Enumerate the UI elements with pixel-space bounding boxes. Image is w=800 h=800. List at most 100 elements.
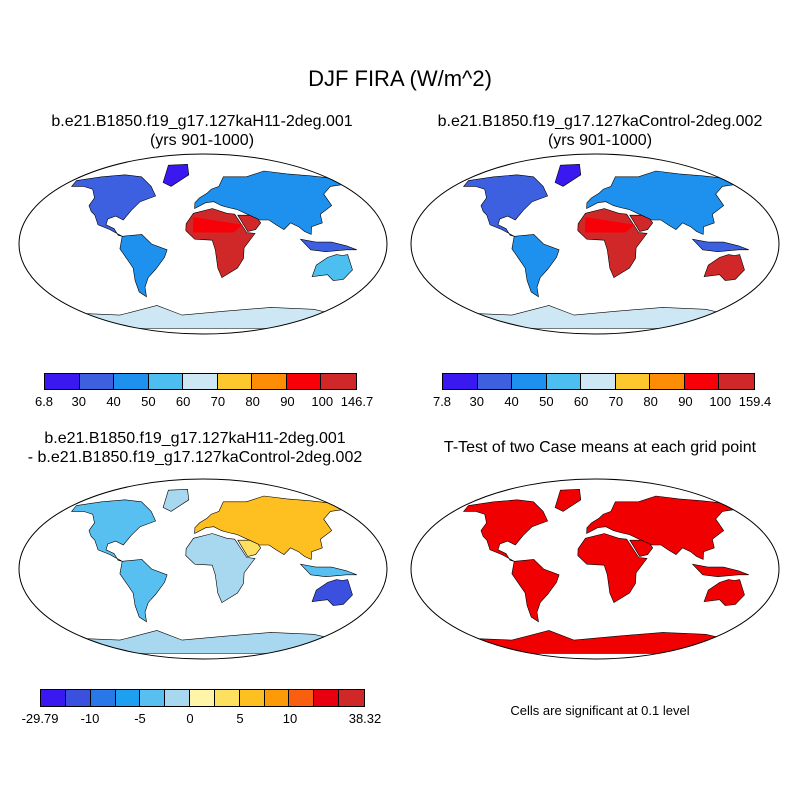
colorbar-swatch — [581, 374, 616, 389]
panel-difference-title-line1: b.e21.B1850.f19_g17.127kaH11-2deg.001 — [44, 430, 346, 447]
colorbar-swatch — [252, 374, 287, 389]
world-map-svg — [18, 153, 388, 335]
landmass-antarctica — [74, 630, 332, 654]
landmass-australia — [311, 254, 353, 281]
landmass-samerica — [119, 234, 168, 298]
landmass-australia — [703, 254, 745, 281]
colorbar-swatch — [286, 374, 322, 389]
colorbar-tick-label: -10 — [80, 711, 100, 726]
colorbar-tick-label: 80 — [245, 394, 260, 409]
landmass-australia — [703, 579, 745, 606]
landmass-greenland — [554, 488, 582, 512]
landmass-australia — [311, 579, 353, 606]
map-difference — [18, 478, 388, 660]
significance-note: Cells are significant at 0.1 level — [510, 703, 690, 718]
landmass-greenland — [162, 488, 190, 512]
colorbar-tick-label: 70 — [608, 394, 624, 409]
colorbar-tick-label: 146.7 — [340, 394, 374, 409]
colorbar-tick-label: 10 — [282, 711, 298, 726]
landmass-samerica — [511, 234, 560, 298]
landmass-antarctica — [74, 305, 332, 329]
colorbar-swatch — [148, 374, 184, 389]
colorbar-swatch — [339, 690, 364, 706]
colorbar-swatch — [546, 374, 582, 389]
colorbar-swatch — [114, 374, 149, 389]
colorbar-swatch — [41, 690, 66, 706]
world-map-svg — [410, 478, 780, 660]
landmass-greenland — [554, 163, 582, 187]
landmass-antarctica — [466, 630, 724, 654]
landmass-eurasia — [194, 495, 345, 560]
world-map-svg — [18, 478, 388, 660]
landmass-antarctica — [466, 305, 724, 329]
colorbar-swatch — [190, 690, 215, 706]
colorbar-difference-labels: -29.79 -10 -5 0 5 10 38.32 — [22, 711, 382, 727]
map-ttest — [410, 478, 780, 660]
figure-title: DJF FIRA (W/m^2) — [308, 66, 492, 91]
sahara-patch — [584, 217, 635, 233]
colorbar-tick-label: 80 — [643, 394, 658, 409]
sahara-patch — [192, 217, 243, 233]
colorbar-swatch — [165, 690, 191, 706]
colorbar-tick-label: 6.8 — [34, 394, 54, 409]
landmass-namerica — [462, 499, 549, 562]
colorbar-tick-label: 30 — [71, 394, 86, 409]
colorbar-swatch — [443, 374, 478, 389]
colorbar-swatch — [239, 690, 265, 706]
colorbar-swatch — [183, 374, 218, 389]
colorbar-swatch — [477, 374, 513, 389]
colorbar-tick-label: 60 — [573, 394, 589, 409]
map-border — [18, 153, 388, 335]
colorbar-tick-label: 50 — [539, 394, 554, 409]
colorbar-swatch — [115, 690, 141, 706]
colorbar-tick-label: 7.8 — [432, 394, 452, 409]
landmass-namerica — [462, 174, 549, 237]
colorbar-tick-label: 100 — [709, 394, 732, 409]
landmass-africa — [577, 533, 648, 604]
panel-difference-title-line2: - b.e21.B1850.f19_g17.127kaControl-2deg.… — [27, 449, 363, 466]
colorbar-difference — [40, 689, 365, 707]
colorbar-swatch — [65, 690, 91, 706]
colorbar-tick-label: 0 — [186, 711, 194, 726]
colorbar-tick-label: 70 — [210, 394, 226, 409]
colorbar-tick-label: -5 — [134, 711, 146, 726]
panel-control-title-line1: b.e21.B1850.f19_g17.127kaControl-2deg.00… — [437, 113, 763, 130]
colorbar-swatch — [79, 374, 115, 389]
panel-ttest-title: T-Test of two Case means at each grid po… — [443, 439, 757, 456]
panel-control-title-line2: (yrs 901-1000) — [547, 132, 653, 149]
landmass-seasia — [299, 563, 357, 578]
colorbar-tick-label: 90 — [678, 394, 693, 409]
colorbar-tick-label: 50 — [141, 394, 156, 409]
colorbar-swatch — [217, 374, 253, 389]
colorbar-tick-label: 40 — [106, 394, 121, 409]
colorbar-swatch — [615, 374, 651, 389]
colorbar-swatch — [264, 690, 290, 706]
colorbar-swatch — [289, 690, 315, 706]
landmass-eurasia — [194, 170, 345, 235]
panel-difference-title: b.e21.B1850.f19_g17.127kaH11-2deg.001 - … — [5, 429, 385, 467]
colorbar-control-labels: 7.8 30 40 50 60 70 80 90 100 159.4 — [433, 394, 771, 410]
colorbar-tick-label: 40 — [504, 394, 519, 409]
landmass-samerica — [119, 559, 168, 623]
colorbar-tick-label: 100 — [311, 394, 334, 409]
panel-control-title: b.e21.B1850.f19_g17.127kaControl-2deg.00… — [410, 112, 790, 150]
landmass-seasia — [299, 238, 357, 253]
map-border — [410, 153, 780, 335]
colorbar-tick-label: 60 — [175, 394, 191, 409]
map-border — [410, 478, 780, 660]
landmass-seasia — [691, 563, 749, 578]
colorbar-swatch — [214, 690, 240, 706]
landmass-arabia — [629, 539, 654, 557]
landmass-arabia — [237, 539, 262, 557]
colorbar-tick-label: 30 — [469, 394, 484, 409]
colorbar-swatch — [90, 690, 116, 706]
landmass-greenland — [162, 163, 190, 187]
colorbar-swatch — [314, 690, 340, 706]
colorbar-tick-label: -29.79 — [21, 711, 59, 726]
map-case — [18, 153, 388, 335]
colorbar-swatch — [684, 374, 720, 389]
colorbar-swatch — [512, 374, 547, 389]
landmass-eurasia — [586, 495, 737, 560]
colorbar-tick-label: 5 — [236, 711, 244, 726]
landmass-seasia — [691, 238, 749, 253]
